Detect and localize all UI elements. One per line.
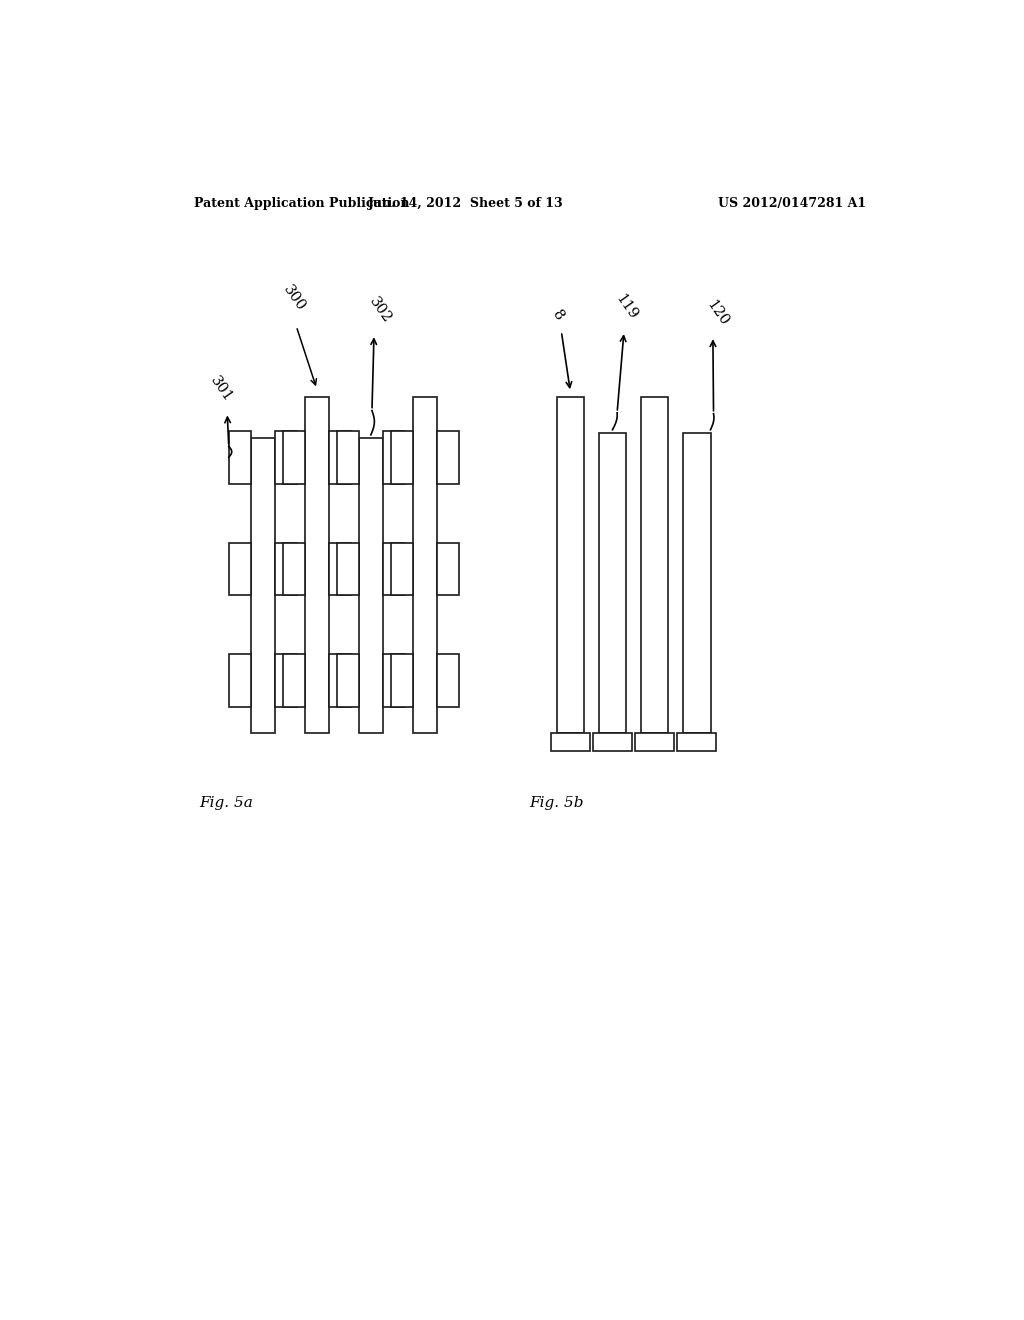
Bar bbox=[599, 433, 627, 733]
Bar bbox=[283, 430, 305, 483]
Text: 302: 302 bbox=[367, 296, 394, 326]
Bar bbox=[391, 543, 413, 595]
Bar bbox=[274, 430, 297, 483]
Bar bbox=[337, 655, 359, 708]
Bar bbox=[557, 397, 585, 733]
Text: Patent Application Publication: Patent Application Publication bbox=[194, 197, 410, 210]
Text: 119: 119 bbox=[612, 292, 640, 322]
Bar bbox=[551, 733, 590, 751]
Text: Fig. 5b: Fig. 5b bbox=[528, 796, 584, 809]
Text: Jun. 14, 2012  Sheet 5 of 13: Jun. 14, 2012 Sheet 5 of 13 bbox=[368, 197, 563, 210]
Bar bbox=[677, 733, 716, 751]
Text: Fig. 5a: Fig. 5a bbox=[200, 796, 253, 809]
Text: 301: 301 bbox=[208, 374, 236, 404]
Bar bbox=[337, 430, 359, 483]
Text: US 2012/0147281 A1: US 2012/0147281 A1 bbox=[718, 197, 866, 210]
Bar bbox=[228, 543, 251, 595]
Bar bbox=[683, 433, 711, 733]
Bar bbox=[383, 430, 404, 483]
Bar bbox=[383, 543, 404, 595]
Bar bbox=[593, 733, 632, 751]
Bar bbox=[305, 397, 329, 733]
Bar bbox=[329, 655, 351, 708]
Text: 300: 300 bbox=[281, 282, 308, 314]
Bar bbox=[359, 438, 383, 733]
Bar bbox=[251, 438, 274, 733]
Text: 8: 8 bbox=[550, 308, 566, 323]
Bar bbox=[383, 655, 404, 708]
Bar bbox=[274, 543, 297, 595]
Text: 120: 120 bbox=[703, 297, 731, 329]
Bar bbox=[413, 397, 436, 733]
Bar bbox=[329, 543, 351, 595]
Bar bbox=[228, 655, 251, 708]
Bar bbox=[635, 733, 674, 751]
Bar bbox=[274, 655, 297, 708]
Bar bbox=[337, 543, 359, 595]
Bar bbox=[283, 543, 305, 595]
Bar bbox=[436, 430, 459, 483]
Bar bbox=[391, 655, 413, 708]
Bar bbox=[436, 655, 459, 708]
Bar bbox=[283, 655, 305, 708]
Bar bbox=[228, 430, 251, 483]
Bar bbox=[436, 543, 459, 595]
Bar bbox=[641, 397, 669, 733]
Bar bbox=[391, 430, 413, 483]
Bar bbox=[329, 430, 351, 483]
